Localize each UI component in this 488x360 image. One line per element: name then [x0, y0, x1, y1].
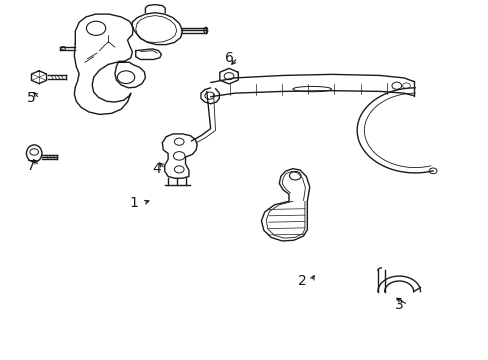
Circle shape: [204, 92, 214, 99]
Circle shape: [428, 168, 436, 174]
Circle shape: [86, 21, 105, 35]
Circle shape: [391, 82, 401, 89]
Text: 1: 1: [130, 196, 139, 210]
Text: 3: 3: [394, 298, 403, 312]
Circle shape: [117, 71, 135, 84]
Text: 2: 2: [298, 274, 306, 288]
Circle shape: [174, 138, 183, 145]
Text: 6: 6: [224, 51, 233, 65]
Ellipse shape: [26, 145, 42, 162]
Circle shape: [224, 73, 233, 80]
Circle shape: [30, 149, 39, 155]
Circle shape: [402, 83, 409, 89]
Circle shape: [61, 46, 65, 50]
Circle shape: [174, 166, 183, 173]
Ellipse shape: [203, 27, 207, 33]
Ellipse shape: [292, 86, 331, 92]
Text: 7: 7: [26, 159, 35, 173]
Text: 5: 5: [26, 91, 35, 105]
Circle shape: [173, 152, 184, 160]
Text: 4: 4: [152, 162, 161, 176]
Circle shape: [289, 171, 301, 180]
